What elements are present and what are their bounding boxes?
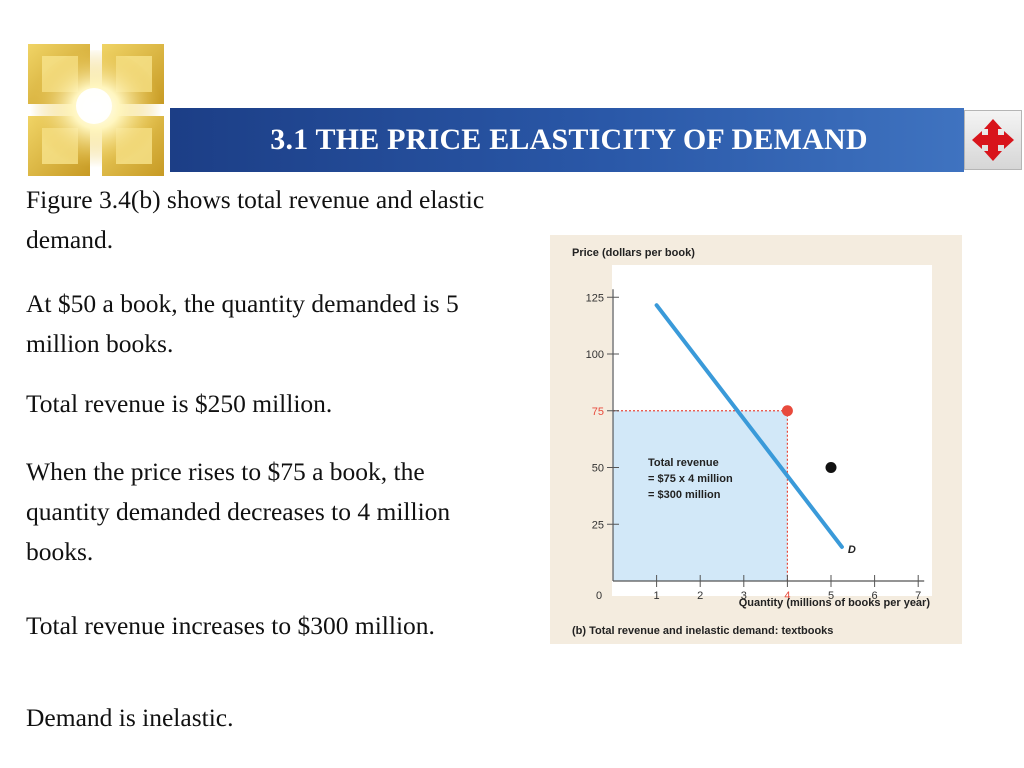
y-tick-label: 25 [592, 519, 604, 531]
paragraph-2: At $50 a book, the quantity demanded is … [26, 289, 459, 358]
x-tick-label: 1 [654, 590, 660, 602]
x-tick-label: 4 [784, 590, 790, 602]
y-tick-label: 50 [592, 463, 604, 475]
x-tick-label: 3 [741, 590, 747, 602]
paragraph-6: Demand is inelastic. [26, 703, 234, 732]
page-title: 3.1 THE PRICE ELASTICITY OF DEMAND [270, 123, 868, 156]
x-tick-label: 0 [596, 590, 602, 602]
x-tick-label: 6 [872, 590, 878, 602]
chart-caption: (b) Total revenue and inelastic demand: … [572, 625, 833, 637]
demand-chart: 25 50 75 100 125 0 1 2 3 4 5 6 7 D Total revenue = $7… [572, 247, 932, 637]
annotation-line: = $75 x 4 million [648, 473, 733, 485]
highlight-point [781, 405, 793, 417]
annotation-line: = $300 million [648, 489, 721, 501]
y-tick-label: 100 [586, 349, 604, 361]
x-axis-label: Quantity (millions of books per year) [739, 597, 931, 609]
paragraph-3: Total revenue is $250 million. [26, 389, 333, 418]
reference-point [825, 462, 837, 473]
y-tick-label: 75 [592, 406, 604, 418]
x-tick-label: 5 [828, 590, 834, 602]
navigation-button[interactable] [964, 110, 1022, 170]
paragraph-5: Total revenue increases to $300 million. [26, 611, 435, 640]
title-bar: 3.1 THE PRICE ELASTICITY OF DEMAND [170, 108, 964, 172]
y-tick-label: 125 [586, 292, 604, 304]
x-tick-label: 7 [915, 590, 921, 602]
window-light-logo [28, 44, 164, 176]
paragraph-1: Figure 3.4(b) shows total revenue and el… [26, 185, 485, 254]
annotation-line: Total revenue [648, 457, 719, 469]
chart-panel: 25 50 75 100 125 0 1 2 3 4 5 6 7 D Total revenue = $7… [550, 235, 962, 644]
paragraph-4: When the price rises to $75 a book, the … [26, 457, 451, 566]
demand-line [654, 303, 844, 549]
four-arrows-navigation-icon [972, 119, 1014, 161]
x-tick-label: 2 [697, 590, 703, 602]
y-axis-label: Price (dollars per book) [572, 247, 695, 259]
demand-series-label: D [848, 544, 856, 556]
